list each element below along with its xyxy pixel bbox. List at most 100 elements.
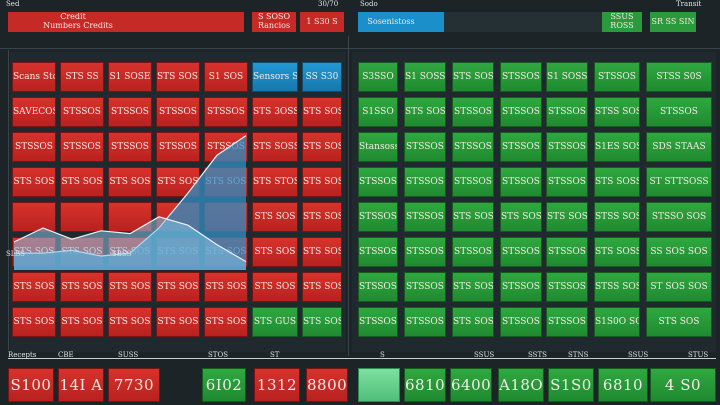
right-tile-r5-c3[interactable]: STSSOS: [500, 237, 542, 267]
left-tile-r7-c4[interactable]: STS SOS: [204, 307, 248, 337]
right-tile-r7-c0[interactable]: STSSOS: [358, 307, 398, 337]
right-tile-r6-c2[interactable]: STS SOS: [452, 272, 494, 302]
right-tile-r7-c5[interactable]: S1S0O SOS: [594, 307, 640, 337]
bottom-tile-7[interactable]: 6810: [404, 368, 446, 402]
left-tile-r1-c6[interactable]: STS SOS: [302, 97, 342, 127]
bottom-tile-9[interactable]: A18O: [498, 368, 544, 402]
right-tile-r6-c6[interactable]: ST SOS SOS: [646, 272, 712, 302]
right-tile-r3-c1[interactable]: STSSOS: [404, 167, 446, 197]
left-tile-r6-c1[interactable]: STS SOS: [60, 272, 104, 302]
right-tile-r1-c5[interactable]: STSS SOS: [594, 97, 640, 127]
left-tile-r2-c5[interactable]: STS SOSS: [252, 132, 298, 162]
bottom-tile-10[interactable]: S1S0: [548, 368, 594, 402]
left-tile-r6-c6[interactable]: STS SOS: [302, 272, 342, 302]
right-tile-r6-c1[interactable]: STSSOS: [404, 272, 446, 302]
left-tile-r7-c3[interactable]: STS SOS: [156, 307, 200, 337]
bottom-tile-11[interactable]: 6810: [598, 368, 648, 402]
right-tile-r4-c1[interactable]: STSSOS: [404, 202, 446, 232]
left-tile-r1-c1[interactable]: STSSOS: [60, 97, 104, 127]
right-tile-r4-c4[interactable]: STS SOS: [546, 202, 588, 232]
left-tile-r4-c1[interactable]: [60, 202, 104, 232]
header-green-box2[interactable]: SR SS SIN: [650, 12, 696, 32]
bottom-tile-1[interactable]: 14I A: [58, 368, 104, 402]
right-tile-r1-c0[interactable]: S1SSO: [358, 97, 398, 127]
right-tile-r0-c5[interactable]: STSSOS: [594, 62, 640, 92]
bottom-tile-12[interactable]: 4 S0: [650, 368, 716, 402]
right-tile-r4-c2[interactable]: STS SOS: [452, 202, 494, 232]
left-tile-r6-c0[interactable]: STS SOS: [12, 272, 56, 302]
right-tile-r0-c0[interactable]: S3SSO: [358, 62, 398, 92]
left-tile-r7-c1[interactable]: STS SOS: [60, 307, 104, 337]
right-tile-r7-c3[interactable]: STSSOS: [500, 307, 542, 337]
left-tile-r2-c2[interactable]: STSSOS: [108, 132, 152, 162]
right-tile-r2-c3[interactable]: STSSOS: [500, 132, 542, 162]
left-tile-r3-c1[interactable]: STS SOS: [60, 167, 104, 197]
left-tile-r0-c1[interactable]: STS SS: [60, 62, 104, 92]
right-tile-r5-c0[interactable]: STSSOS: [358, 237, 398, 267]
bottom-tile-8[interactable]: 6400: [450, 368, 492, 402]
left-tile-r2-c1[interactable]: STSSOS: [60, 132, 104, 162]
left-tile-r6-c5[interactable]: STS SOS: [252, 272, 298, 302]
left-tile-r4-c0[interactable]: [12, 202, 56, 232]
left-tile-r1-c3[interactable]: STSSOS: [156, 97, 200, 127]
right-tile-r1-c2[interactable]: STSSOS: [452, 97, 494, 127]
bottom-tile-0[interactable]: S100: [8, 368, 54, 402]
left-tile-r6-c3[interactable]: STS SOS: [156, 272, 200, 302]
right-tile-r2-c6[interactable]: SDS STAAS: [646, 132, 712, 162]
left-tile-r1-c2[interactable]: STSSOS: [108, 97, 152, 127]
left-tile-r0-c6[interactable]: SS S30: [302, 62, 342, 92]
left-tile-r2-c6[interactable]: STS SOS: [302, 132, 342, 162]
right-tile-r3-c4[interactable]: STSSOS: [546, 167, 588, 197]
left-tile-r5-c5[interactable]: STS SOS: [252, 237, 298, 267]
left-tile-r3-c0[interactable]: STS SOS: [12, 167, 56, 197]
left-tile-r4-c6[interactable]: STS SOS: [302, 202, 342, 232]
right-tile-r6-c4[interactable]: STSSOS: [546, 272, 588, 302]
left-tile-r0-c5[interactable]: Sensors Stocks: [252, 62, 298, 92]
left-tile-r5-c6[interactable]: STS SOS: [302, 237, 342, 267]
left-tile-r6-c2[interactable]: STS SOS: [108, 272, 152, 302]
left-tile-r1-c0[interactable]: SAVECOS: [12, 97, 56, 127]
left-tile-r1-c5[interactable]: STS 3OSSES: [252, 97, 298, 127]
right-tile-r2-c0[interactable]: Stansoss: [358, 132, 398, 162]
right-tile-r5-c5[interactable]: STS SOSS: [594, 237, 640, 267]
right-tile-r4-c5[interactable]: STSS SOS: [594, 202, 640, 232]
right-tile-r2-c1[interactable]: STSSOS: [404, 132, 446, 162]
right-tile-r0-c3[interactable]: STSSOS: [500, 62, 542, 92]
right-tile-r4-c6[interactable]: STSSO SOS: [646, 202, 712, 232]
right-tile-r1-c3[interactable]: STSSOS: [500, 97, 542, 127]
right-tile-r5-c6[interactable]: SS SOS SOS: [646, 237, 712, 267]
left-tile-r1-c4[interactable]: STSSOS: [204, 97, 248, 127]
header-green-box1[interactable]: SSUS ROSS: [602, 12, 642, 32]
right-tile-r4-c0[interactable]: STSSOS: [358, 202, 398, 232]
right-tile-r1-c4[interactable]: STSSOS: [546, 97, 588, 127]
bottom-tile-3[interactable]: 6I02: [202, 368, 246, 402]
right-tile-r5-c4[interactable]: STSSOS: [546, 237, 588, 267]
right-tile-r0-c2[interactable]: STS SOS: [452, 62, 494, 92]
right-tile-r6-c3[interactable]: STSSOS: [500, 272, 542, 302]
right-tile-r7-c4[interactable]: STSSOS: [546, 307, 588, 337]
left-tile-r4-c5[interactable]: STS SOS: [252, 202, 298, 232]
left-tile-r7-c6[interactable]: STS SOS: [302, 307, 342, 337]
right-tile-r6-c0[interactable]: STSSOS: [358, 272, 398, 302]
right-tile-r7-c1[interactable]: STSSOS: [404, 307, 446, 337]
right-tile-r2-c5[interactable]: S1ES SOSS: [594, 132, 640, 162]
right-tile-r2-c2[interactable]: STSSOS: [452, 132, 494, 162]
left-tile-r7-c2[interactable]: STS SOS: [108, 307, 152, 337]
right-tile-r1-c6[interactable]: STSSOS: [646, 97, 712, 127]
right-tile-r0-c1[interactable]: S1 SOSS: [404, 62, 446, 92]
right-tile-r7-c6[interactable]: STS SOS: [646, 307, 712, 337]
left-tile-r7-c0[interactable]: STS SOS: [12, 307, 56, 337]
left-tile-r3-c6[interactable]: STS SOS: [302, 167, 342, 197]
left-tile-r6-c4[interactable]: STS SOS: [204, 272, 248, 302]
bottom-tile-4[interactable]: 1312: [254, 368, 300, 402]
right-tile-r3-c2[interactable]: STSSOS: [452, 167, 494, 197]
right-tile-r4-c3[interactable]: STS SOS: [500, 202, 542, 232]
left-tile-r3-c2[interactable]: STS SOS: [108, 167, 152, 197]
bottom-tile-2[interactable]: 7730: [108, 368, 160, 402]
header-red-box2[interactable]: 1 S30 S: [300, 12, 344, 32]
right-tile-r7-c2[interactable]: STS SOS: [452, 307, 494, 337]
bottom-tile-5[interactable]: 8800: [306, 368, 348, 402]
right-tile-r3-c5[interactable]: STS SOSS: [594, 167, 640, 197]
header-red-banner[interactable]: Credit Numbers Credits: [8, 12, 244, 32]
